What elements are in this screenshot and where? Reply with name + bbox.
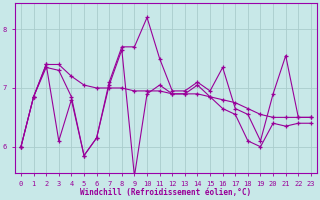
X-axis label: Windchill (Refroidissement éolien,°C): Windchill (Refroidissement éolien,°C) — [80, 188, 252, 197]
